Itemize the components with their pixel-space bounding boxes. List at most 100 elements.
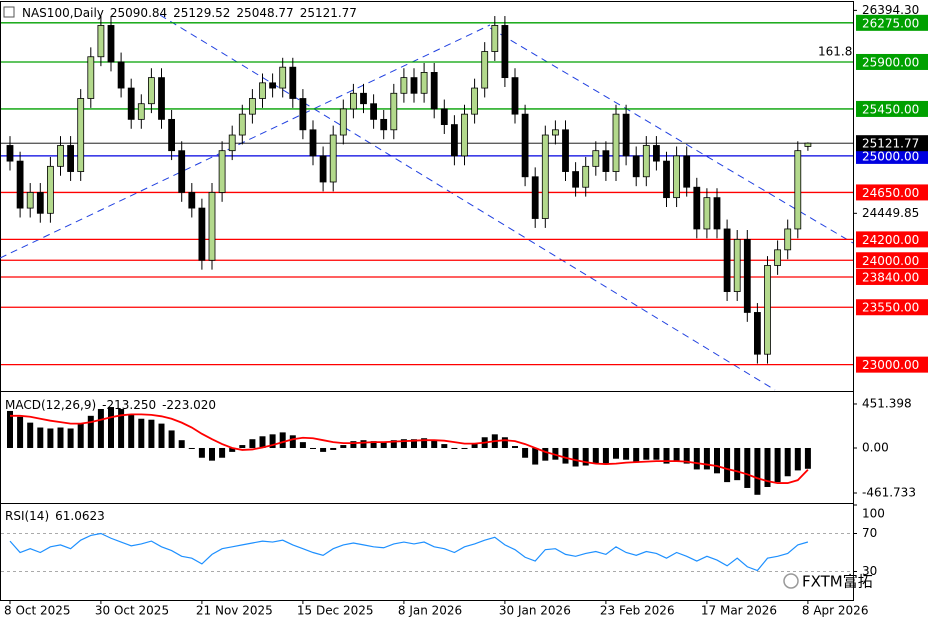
macd-bar bbox=[764, 447, 771, 487]
symbol-icon bbox=[3, 6, 15, 18]
candle-body bbox=[269, 82, 277, 89]
annotation: 161.8 bbox=[818, 45, 852, 59]
macd-bar bbox=[653, 447, 660, 460]
candle-body bbox=[178, 150, 186, 193]
candle-body bbox=[400, 77, 408, 94]
macd-bar bbox=[411, 439, 417, 448]
candle-body bbox=[16, 160, 24, 209]
candle-body bbox=[329, 134, 337, 183]
level-label-box bbox=[856, 252, 928, 269]
macd-bar bbox=[229, 447, 236, 452]
candle-body bbox=[410, 77, 418, 94]
macd-bar bbox=[784, 447, 791, 477]
price-label-box bbox=[856, 135, 928, 152]
candle-body bbox=[743, 238, 751, 313]
macd-bar bbox=[380, 442, 387, 448]
header-part: 61.0623 bbox=[55, 509, 105, 523]
candle-body bbox=[703, 197, 711, 230]
macd-bar bbox=[683, 447, 690, 464]
candle-body bbox=[612, 113, 620, 172]
candle-body bbox=[289, 66, 297, 99]
x-tick-label: 8 Jan 2026 bbox=[398, 604, 462, 618]
macd-bar bbox=[562, 447, 569, 464]
macd-bar bbox=[168, 430, 175, 448]
macd-bar bbox=[299, 442, 306, 448]
candle-body bbox=[531, 176, 539, 219]
candle-body bbox=[228, 134, 236, 152]
level-label: 26275.00 bbox=[862, 16, 919, 30]
candle-body bbox=[653, 145, 660, 162]
macd-bar bbox=[148, 419, 155, 448]
x-tick-label: 21 Nov 2025 bbox=[196, 604, 273, 618]
candle-body bbox=[642, 145, 650, 178]
candle-body bbox=[622, 113, 630, 157]
macd-bar bbox=[804, 447, 811, 469]
macd-bar bbox=[471, 443, 478, 448]
macd-bar bbox=[7, 410, 13, 448]
candle-body bbox=[208, 192, 216, 261]
macd-bar bbox=[522, 447, 529, 458]
macd-bar bbox=[451, 447, 458, 449]
y-tick-label: 24449.85 bbox=[862, 206, 919, 220]
candle-body bbox=[683, 155, 691, 188]
macd-bar bbox=[17, 416, 24, 448]
macd-bar bbox=[501, 437, 508, 448]
macd-bar bbox=[693, 447, 700, 470]
x-tick-label: 8 Oct 2025 bbox=[4, 604, 71, 618]
y-tick-label: 451.398 bbox=[862, 396, 912, 410]
macd-bar bbox=[360, 440, 367, 448]
candle-body bbox=[97, 25, 105, 58]
indicator-header: RSI(14) 61.0623 bbox=[5, 509, 105, 523]
level-label: 23550.00 bbox=[862, 301, 919, 315]
candle-body bbox=[238, 113, 246, 136]
y-tick-label: 70 bbox=[862, 526, 877, 540]
macd-bar bbox=[572, 447, 579, 467]
candle-body bbox=[87, 56, 95, 99]
candle-body bbox=[562, 129, 569, 172]
header-part: RSI(14) bbox=[5, 509, 49, 523]
frame bbox=[0, 1, 854, 601]
macd-bar bbox=[613, 447, 619, 459]
macd-bar bbox=[754, 447, 761, 495]
candle-body bbox=[723, 228, 731, 292]
level-label-box bbox=[856, 231, 928, 248]
x-tick-label: 23 Feb 2026 bbox=[600, 604, 675, 618]
macd-bar bbox=[249, 439, 256, 448]
candle-body bbox=[713, 197, 721, 230]
macd-bar bbox=[188, 447, 195, 449]
candle-body bbox=[430, 72, 438, 110]
macd-bar bbox=[57, 427, 64, 448]
candle-body bbox=[380, 118, 388, 131]
x-tick-label: 30 Oct 2025 bbox=[95, 604, 169, 618]
header-part: -213.250 bbox=[102, 398, 156, 412]
candle-body bbox=[491, 25, 499, 52]
level-label: 24200.00 bbox=[862, 233, 919, 247]
signal-line bbox=[10, 413, 809, 484]
macd-bar bbox=[673, 447, 680, 461]
candle-body bbox=[754, 312, 761, 355]
y-tick-label: 100 bbox=[862, 507, 885, 521]
macd-bar bbox=[27, 422, 34, 448]
candle-body bbox=[572, 171, 579, 188]
candle-body bbox=[764, 265, 771, 355]
macd-bar bbox=[734, 447, 741, 481]
candle-body bbox=[511, 77, 519, 115]
macd-bar bbox=[269, 434, 276, 448]
level-label: 23000.00 bbox=[862, 358, 919, 372]
candle-body bbox=[67, 145, 74, 172]
candle-body bbox=[107, 25, 115, 63]
macd-bar bbox=[128, 414, 135, 448]
macd-bar bbox=[47, 428, 54, 448]
candle-body bbox=[26, 192, 34, 209]
macd-bar bbox=[714, 447, 720, 474]
header-part: MACD(12,26,9) bbox=[5, 398, 96, 412]
candle-body bbox=[471, 87, 479, 115]
macd-bar bbox=[138, 418, 145, 448]
macd-bar bbox=[582, 447, 589, 466]
macd-bar bbox=[209, 447, 215, 461]
macd-bar bbox=[330, 447, 337, 450]
indicator-header: NAS100,Daily 25090.84 25129.52 25048.77 2512… bbox=[22, 6, 357, 20]
level-label: 25000.00 bbox=[862, 149, 919, 163]
candle-body bbox=[319, 155, 327, 183]
